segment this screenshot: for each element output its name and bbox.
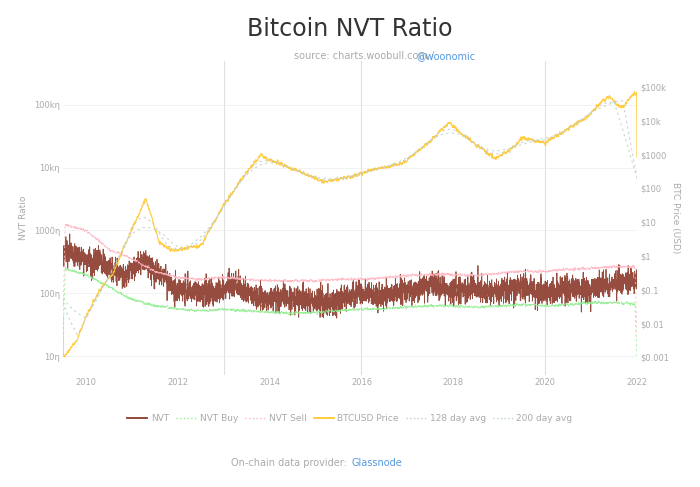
NVT Sell: [59, 318, 67, 324]
128 day avg: [300, 170, 309, 176]
BTCUSD Price: [615, 102, 624, 108]
200 day avg: [633, 175, 641, 181]
200 day avg: [82, 315, 90, 321]
NVT Buy: [59, 341, 67, 347]
128 day avg: [633, 174, 641, 180]
NVT: [332, 313, 340, 319]
200 day avg: [332, 176, 340, 182]
Line: BTCUSD Price: BTCUSD Price: [63, 92, 637, 357]
128 day avg: [332, 177, 340, 183]
NVT Buy: [633, 355, 641, 361]
NVT: [476, 288, 484, 294]
NVT Sell: [476, 272, 484, 278]
NVT Buy: [615, 300, 624, 306]
200 day avg: [587, 110, 595, 115]
BTCUSD Price: [587, 112, 595, 117]
NVT Sell: [332, 277, 340, 282]
Line: 128 day avg: 128 day avg: [63, 101, 637, 335]
200 day avg: [300, 170, 309, 176]
NVT Buy: [587, 300, 595, 306]
NVT: [66, 231, 74, 237]
NVT Buy: [304, 310, 313, 316]
NVT: [59, 252, 67, 258]
NVT Sell: [304, 278, 313, 284]
NVT Sell: [63, 221, 71, 226]
BTCUSD Price: [633, 154, 641, 160]
128 day avg: [304, 172, 313, 178]
200 day avg: [304, 172, 313, 178]
128 day avg: [618, 98, 626, 104]
Text: @woonomic: @woonomic: [416, 51, 475, 61]
Text: Glassnode: Glassnode: [351, 457, 402, 468]
NVT: [300, 299, 309, 304]
128 day avg: [476, 145, 484, 150]
128 day avg: [615, 98, 624, 104]
Text: source: charts.woobull.com /: source: charts.woobull.com /: [294, 51, 438, 61]
128 day avg: [74, 332, 82, 337]
BTCUSD Price: [332, 176, 340, 182]
BTCUSD Price: [476, 146, 484, 151]
NVT Sell: [633, 335, 641, 340]
Title: Bitcoin NVT Ratio: Bitcoin NVT Ratio: [247, 17, 453, 41]
200 day avg: [615, 117, 624, 123]
Line: 200 day avg: 200 day avg: [63, 102, 637, 318]
128 day avg: [587, 110, 595, 115]
NVT: [615, 283, 624, 289]
NVT: [304, 294, 313, 300]
NVT: [587, 292, 595, 298]
128 day avg: [59, 299, 67, 305]
Y-axis label: BTC Price (USD): BTC Price (USD): [671, 182, 680, 254]
BTCUSD Price: [59, 313, 67, 319]
BTCUSD Price: [300, 171, 309, 177]
200 day avg: [59, 296, 67, 301]
NVT: [332, 315, 341, 321]
NVT: [633, 268, 641, 274]
NVT Buy: [300, 311, 309, 317]
200 day avg: [610, 99, 618, 105]
NVT Buy: [476, 304, 484, 310]
Text: On-chain data provider:: On-chain data provider:: [231, 457, 350, 468]
Y-axis label: NVT Ratio: NVT Ratio: [20, 196, 28, 240]
Line: NVT Buy: NVT Buy: [63, 267, 637, 358]
Line: NVT: NVT: [63, 234, 637, 318]
NVT Buy: [62, 264, 70, 270]
NVT Buy: [332, 308, 340, 314]
BTCUSD Price: [304, 174, 313, 180]
NVT Sell: [615, 264, 624, 270]
Legend: NVT, NVT Buy, NVT Sell, BTCUSD Price, 128 day avg, 200 day avg: NVT, NVT Buy, NVT Sell, BTCUSD Price, 12…: [124, 410, 576, 427]
Line: NVT Sell: NVT Sell: [63, 224, 637, 337]
BTCUSD Price: [631, 89, 639, 95]
NVT Sell: [300, 278, 309, 283]
NVT Sell: [587, 266, 595, 272]
BTCUSD Price: [60, 354, 69, 360]
200 day avg: [476, 144, 484, 150]
